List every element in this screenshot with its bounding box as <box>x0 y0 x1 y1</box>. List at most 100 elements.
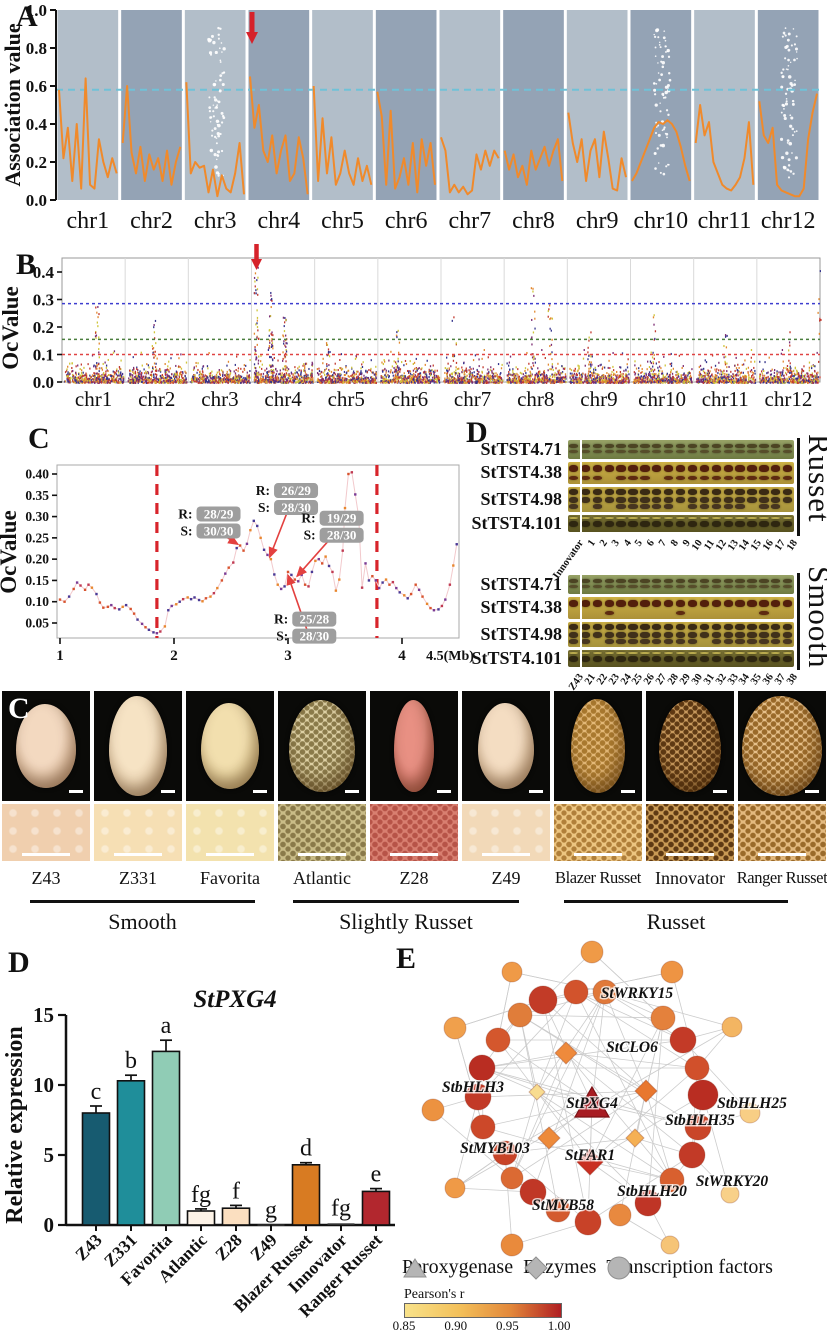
snp-dot <box>145 372 147 375</box>
speckle-dot <box>659 46 662 49</box>
snp-dot <box>678 380 681 383</box>
snp-dot <box>488 378 490 381</box>
speckle-dot <box>217 33 220 36</box>
snp-dot <box>623 377 625 380</box>
snp-dot <box>141 378 143 381</box>
speckle-dot <box>662 94 665 97</box>
snp-dot <box>235 368 237 371</box>
snp-dot <box>652 365 654 368</box>
snp-dot <box>221 378 223 381</box>
snp-dot <box>220 369 223 372</box>
snp-dot <box>105 370 107 373</box>
snp-dot <box>402 377 405 380</box>
snp-dot <box>192 368 195 371</box>
speckle-dot <box>216 153 219 156</box>
snp-dot <box>147 381 150 384</box>
snp-dot <box>529 379 531 382</box>
snp-dot <box>737 371 739 374</box>
snp-dot <box>402 380 404 383</box>
snp-dot <box>649 360 652 363</box>
snp-dot <box>140 380 143 383</box>
snp-dot <box>491 371 493 374</box>
snp-dot <box>651 373 653 376</box>
snp-dot <box>549 379 551 382</box>
snp-dot <box>672 381 675 384</box>
snp-dot <box>131 379 133 382</box>
snp-dot <box>399 381 402 384</box>
speckle-dot <box>782 165 786 169</box>
snp-dot <box>554 380 556 383</box>
snp-dot <box>150 371 153 374</box>
snp-dot <box>434 370 436 373</box>
snp-dot <box>706 377 708 380</box>
speckle-dot <box>661 55 665 58</box>
snp-dot <box>471 374 474 377</box>
snp-dot <box>714 368 716 371</box>
snp-dot <box>262 377 265 380</box>
snp-dot <box>617 380 620 383</box>
snp-dot <box>154 381 157 384</box>
snp-dot <box>532 378 534 381</box>
snp-dot <box>161 376 163 379</box>
snp-dot <box>459 379 461 382</box>
snp-dot <box>474 376 476 379</box>
snp-dot <box>82 371 84 374</box>
snp-dot <box>290 372 293 375</box>
snp-dot <box>410 380 413 383</box>
snp-dot <box>742 375 744 378</box>
speckle-dot <box>217 100 221 104</box>
snp-dot <box>510 373 512 376</box>
snp-dot <box>519 378 521 381</box>
snp-dot <box>452 379 454 382</box>
snp-dot <box>488 371 490 374</box>
snp-dot <box>246 381 249 384</box>
snp-dot <box>212 376 214 379</box>
snp-dot <box>736 373 738 376</box>
snp-dot <box>225 380 228 383</box>
snp-dot <box>582 381 584 384</box>
snp-dot <box>382 370 384 373</box>
snp-dot <box>184 370 186 373</box>
snp-dot <box>132 356 134 359</box>
snp-dot <box>221 378 224 381</box>
snp-dot <box>460 381 462 384</box>
snp-dot <box>388 376 390 379</box>
snp-dot <box>500 372 502 375</box>
snp-dot <box>625 375 627 378</box>
snp-dot <box>405 381 407 384</box>
snp-dot <box>360 376 363 379</box>
snp-dot <box>83 379 85 382</box>
snp-dot <box>451 372 454 375</box>
snp-dot <box>370 376 372 379</box>
snp-dot <box>286 381 288 384</box>
snp-dot <box>80 371 83 374</box>
snp-dot <box>647 381 650 384</box>
snp-dot <box>90 378 92 381</box>
snp-dot <box>623 369 625 372</box>
snp-dot <box>492 375 494 378</box>
snp-dot <box>260 354 262 357</box>
snp-dot <box>261 363 263 366</box>
snp-dot <box>335 369 337 372</box>
snp-dot <box>226 375 229 378</box>
snp-dot <box>223 380 226 383</box>
snp-dot <box>106 369 108 372</box>
snp-dot <box>647 360 649 363</box>
snp-dot <box>71 373 74 376</box>
snp-dot <box>178 376 181 379</box>
snp-dot <box>680 374 682 377</box>
snp-dot <box>716 378 719 381</box>
snp-dot <box>365 376 367 379</box>
snp-dot <box>548 378 551 381</box>
snp-dot <box>663 378 665 381</box>
snp-dot <box>392 379 394 382</box>
snp-dot <box>716 379 719 382</box>
snp-dot <box>207 376 209 379</box>
snp-dot <box>222 370 224 373</box>
snp-dot <box>287 380 289 383</box>
snp-dot <box>174 377 176 380</box>
snp-dot <box>744 379 746 382</box>
snp-dot <box>570 378 572 381</box>
chr-label: chr4 <box>258 208 301 234</box>
